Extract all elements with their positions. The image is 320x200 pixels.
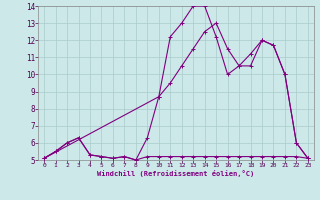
X-axis label: Windchill (Refroidissement éolien,°C): Windchill (Refroidissement éolien,°C) bbox=[97, 170, 255, 177]
